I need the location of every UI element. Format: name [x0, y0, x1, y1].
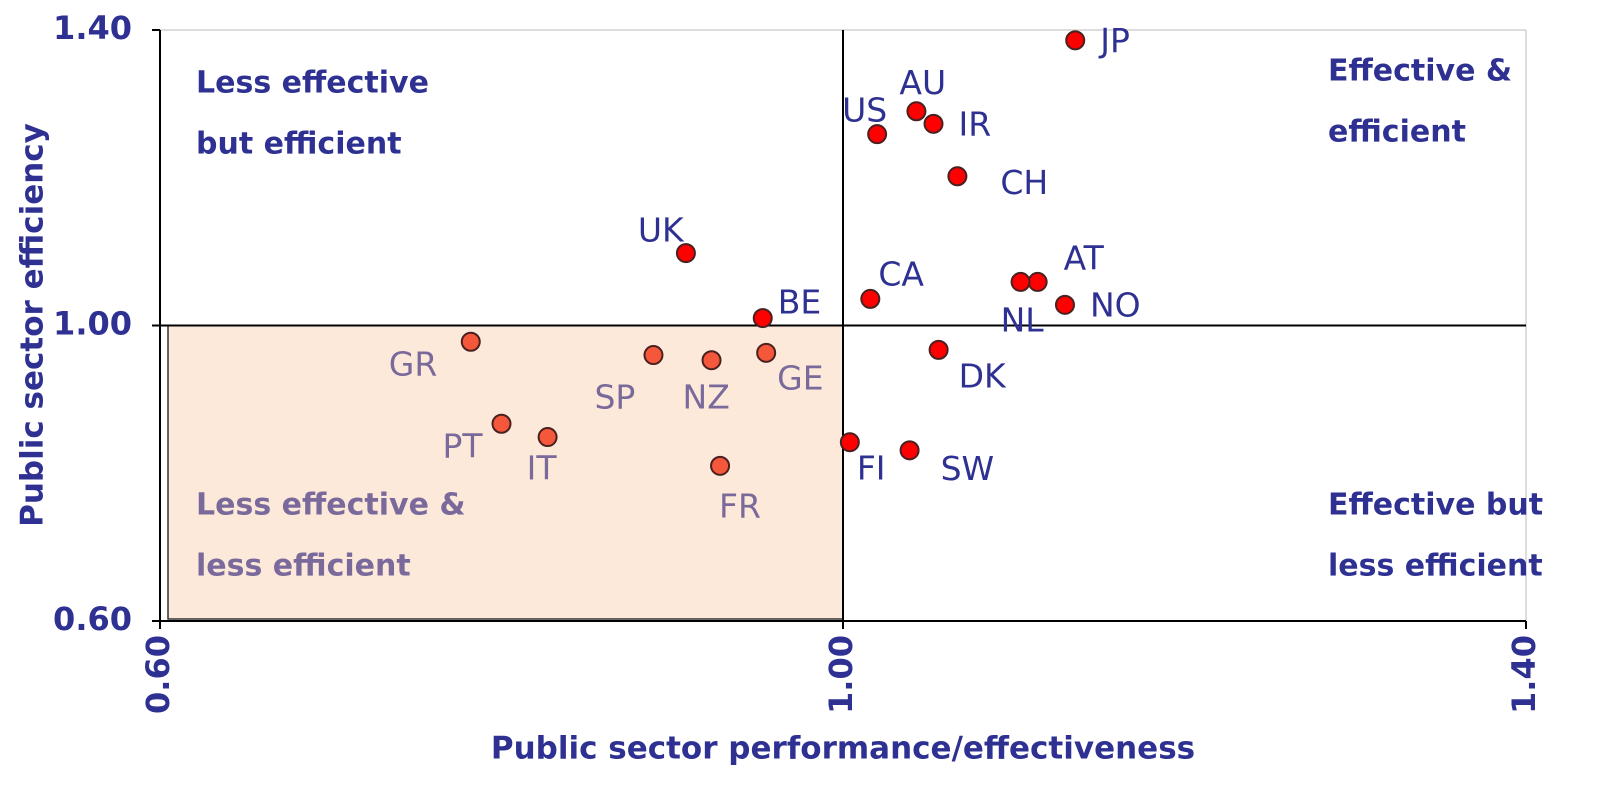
quadrant-label: Less effective &	[196, 488, 466, 523]
point	[1054, 294, 1075, 315]
point	[947, 166, 968, 187]
point	[675, 243, 696, 264]
quadrant-label: less efficient	[196, 549, 411, 584]
quadrant-label: efficient	[1328, 115, 1466, 150]
quadrant-label: Less effective	[196, 66, 429, 101]
point	[491, 413, 512, 434]
point-label: GE	[777, 358, 823, 397]
point	[906, 101, 927, 122]
point-label: NL	[1001, 300, 1045, 339]
point-label: CA	[878, 254, 924, 293]
point-label: JP	[1098, 21, 1130, 60]
y-tick-label: 1.40	[53, 9, 132, 47]
point-label: US	[842, 91, 887, 130]
point-label: IT	[527, 449, 558, 488]
point	[710, 455, 731, 476]
point-label: AU	[899, 63, 946, 102]
point	[537, 427, 558, 448]
point-label: BE	[778, 283, 822, 322]
x-axis-title: Public sector performance/effectiveness	[491, 731, 1195, 767]
lower-left-region	[167, 324, 844, 620]
y-tick-label: 1.00	[53, 305, 132, 343]
quadrant-label: Effective &	[1328, 54, 1512, 89]
x-tick-label: 0.60	[139, 635, 177, 714]
point	[756, 342, 777, 363]
point	[860, 288, 881, 309]
point	[752, 308, 773, 329]
point-label: SP	[594, 378, 635, 417]
point-label: FR	[719, 486, 761, 525]
point	[701, 350, 722, 371]
point	[839, 432, 860, 453]
x-tick-label: 1.00	[822, 635, 860, 714]
point-label: UK	[638, 211, 685, 250]
point	[867, 124, 888, 145]
point-label: NZ	[683, 378, 730, 417]
point	[1010, 271, 1031, 292]
point-label: PT	[443, 426, 484, 465]
point	[923, 113, 944, 134]
point	[928, 339, 949, 360]
quadrant-label: but efficient	[196, 127, 402, 162]
point	[460, 331, 481, 352]
point-label: DK	[959, 356, 1007, 395]
y-axis-title: Public sector efficiency	[15, 123, 51, 527]
point	[1065, 30, 1086, 51]
point-label: GR	[389, 344, 438, 383]
point-label: FI	[857, 449, 886, 488]
point-label: AT	[1064, 238, 1105, 277]
quadrant-label: Effective but	[1328, 488, 1543, 523]
point-label: SW	[941, 449, 995, 488]
point-label: NO	[1090, 285, 1141, 324]
point-label: CH	[1000, 163, 1048, 202]
x-tick-label: 1.40	[1505, 635, 1543, 714]
y-tick-label: 0.60	[53, 600, 132, 638]
point-label: IR	[958, 104, 991, 143]
quadrant-label: less efficient	[1328, 549, 1543, 584]
point	[899, 440, 920, 461]
point	[643, 345, 664, 366]
point	[1027, 271, 1048, 292]
